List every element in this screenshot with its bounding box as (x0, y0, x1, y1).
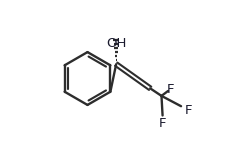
Text: OH: OH (106, 37, 126, 50)
Text: F: F (167, 83, 174, 96)
Text: F: F (185, 104, 193, 117)
Text: F: F (159, 117, 167, 130)
